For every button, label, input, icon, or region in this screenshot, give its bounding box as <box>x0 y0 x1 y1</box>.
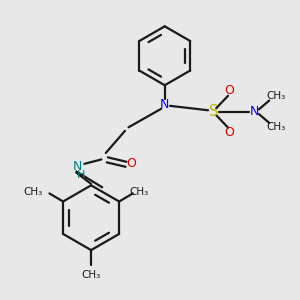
Text: N: N <box>73 160 83 173</box>
Text: CH₃: CH₃ <box>266 122 285 132</box>
Text: H: H <box>76 170 85 180</box>
Text: CH₃: CH₃ <box>266 92 285 101</box>
Text: N: N <box>160 98 169 111</box>
Text: CH₃: CH₃ <box>24 187 43 197</box>
Text: S: S <box>208 104 218 119</box>
Text: CH₃: CH₃ <box>82 269 101 280</box>
Text: CH₃: CH₃ <box>130 187 149 197</box>
Text: O: O <box>126 157 136 170</box>
Text: O: O <box>225 126 234 140</box>
Text: O: O <box>225 84 234 97</box>
Text: N: N <box>250 105 259 118</box>
